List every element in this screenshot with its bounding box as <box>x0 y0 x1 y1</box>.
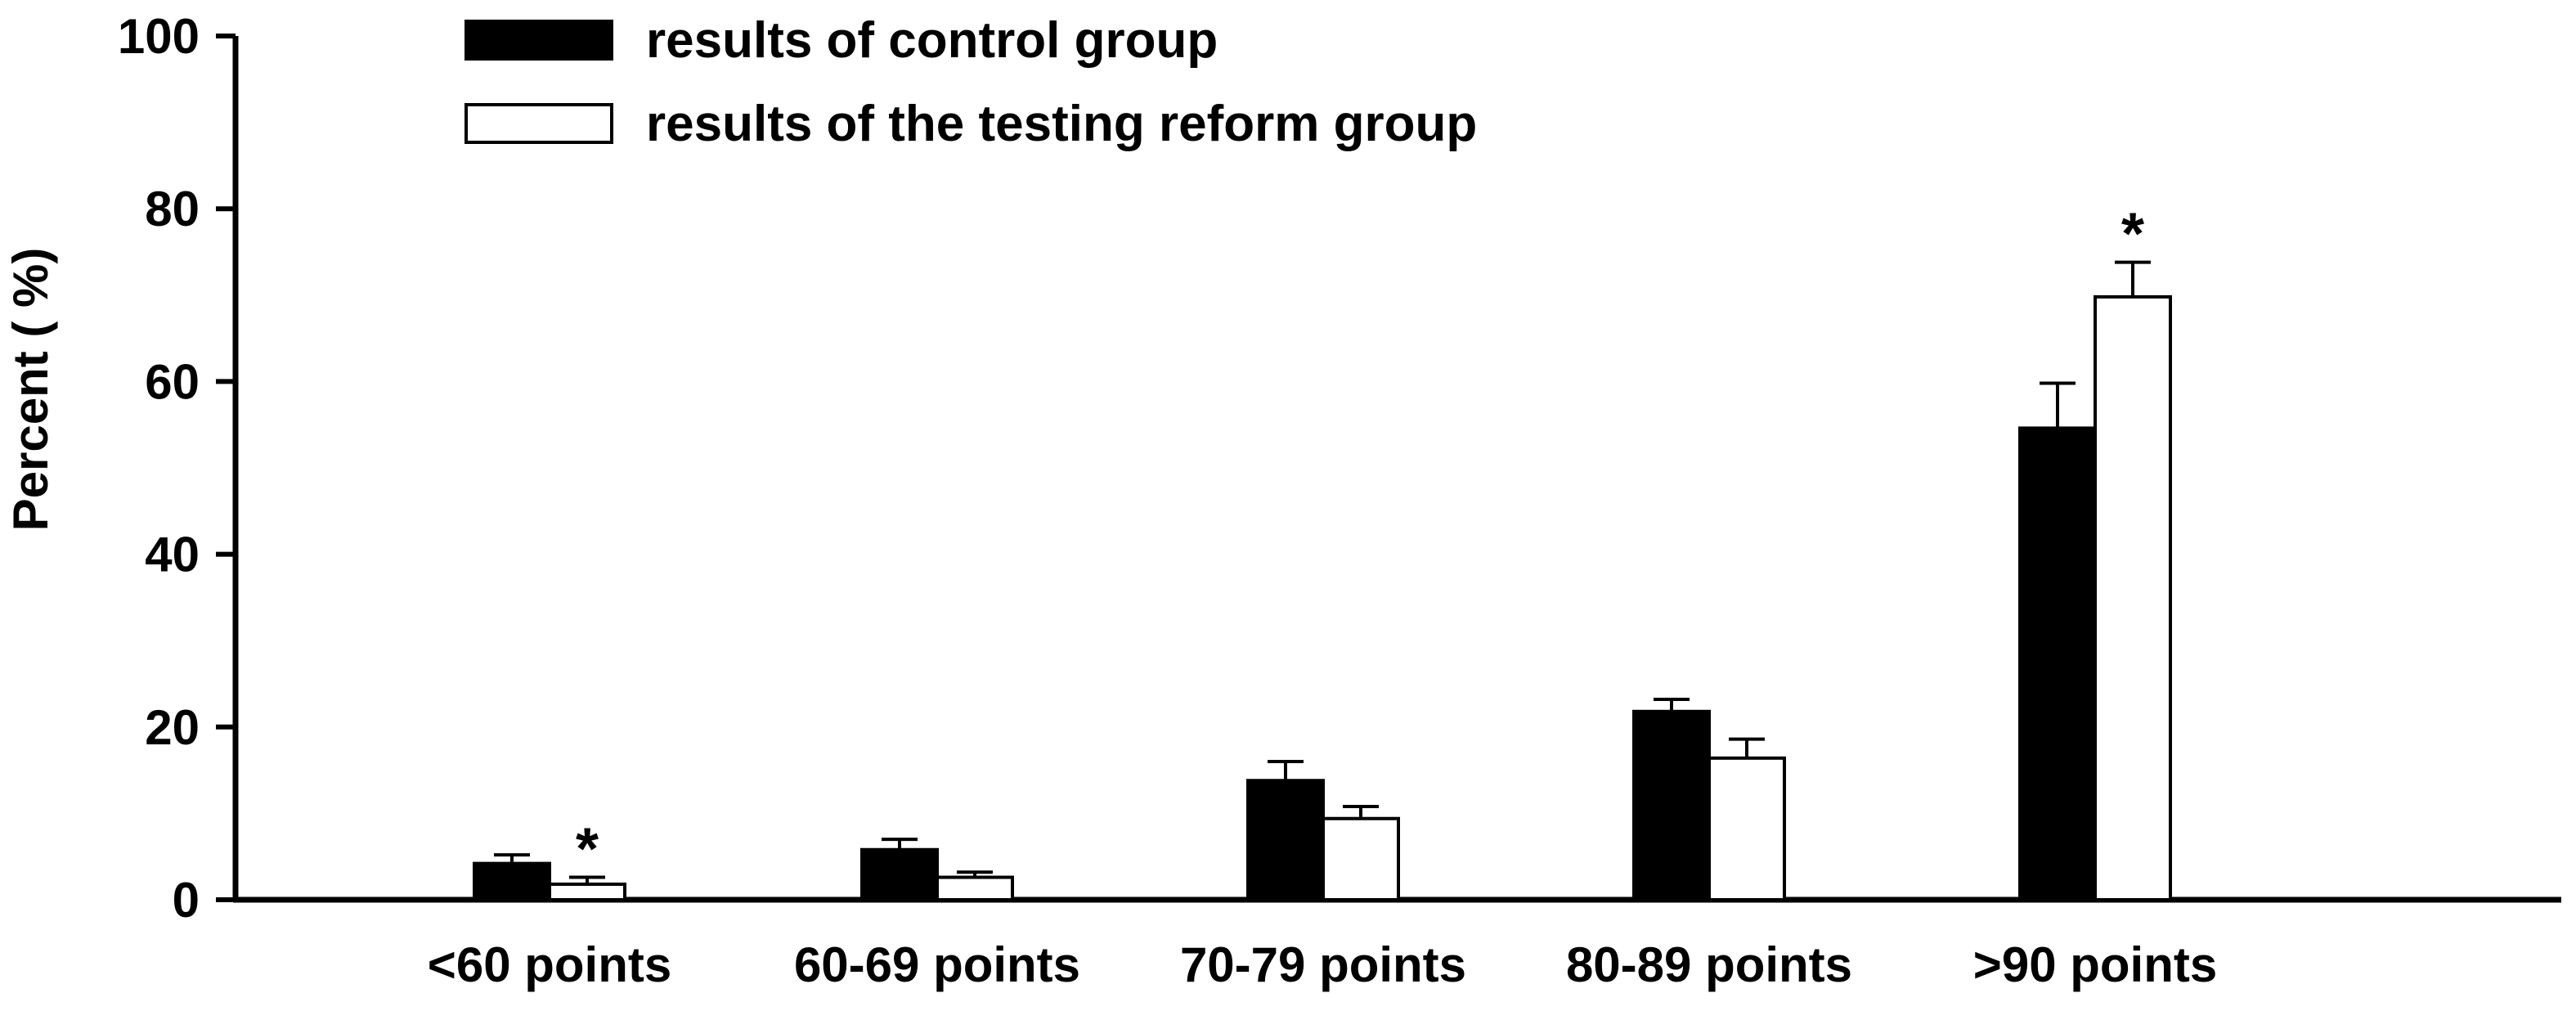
error-bars <box>494 260 2151 884</box>
y-tick-label: 100 <box>118 9 200 64</box>
y-tick-label: 80 <box>145 182 200 236</box>
bar-control <box>473 861 551 901</box>
y-axis: 0 20 40 60 80 100 <box>118 9 239 928</box>
legend-swatch <box>464 20 613 61</box>
bar-control <box>1632 709 1711 901</box>
x-tick-label: 80-89 points <box>1566 937 1852 992</box>
y-tick-label: 40 <box>145 528 200 582</box>
bar-testing-reform <box>2094 294 2172 901</box>
bar-control <box>860 847 939 901</box>
error-bar <box>882 838 918 850</box>
bar-testing-reform <box>1708 756 1786 901</box>
significance-marker: * <box>2121 202 2144 267</box>
legend-swatch <box>464 103 613 144</box>
bar-testing-reform <box>936 875 1014 901</box>
error-bar <box>2040 381 2076 429</box>
x-tick-label: <60 points <box>428 937 671 992</box>
error-bar <box>569 875 605 884</box>
y-axis-label: Percent ( %) <box>3 248 58 532</box>
error-bar <box>2115 260 2151 297</box>
y-tick-label: 20 <box>145 700 200 755</box>
bars <box>473 294 2172 902</box>
error-bar <box>494 853 530 864</box>
y-tick-label: 0 <box>173 873 200 928</box>
error-bar <box>1343 804 1379 819</box>
legend-label: results of control group <box>646 12 1218 69</box>
significance-marker: * <box>576 817 599 883</box>
x-tick-label: >90 points <box>1973 937 2217 992</box>
error-bar <box>1268 760 1304 781</box>
error-bar <box>1654 698 1690 712</box>
y-tick-label: 60 <box>145 354 200 409</box>
annotations: ** <box>576 202 2144 883</box>
legend-item-testing-reform: results of the testing reform group <box>464 96 1477 152</box>
error-bar <box>1729 737 1765 758</box>
legend-item-control: results of control group <box>464 12 1218 69</box>
legend: results of control group results of the t… <box>464 12 1477 152</box>
x-tick-label: 70-79 points <box>1180 937 1466 992</box>
x-axis: <60 points 60-69 points 70-79 points 80-89 … <box>233 896 2561 992</box>
bar-control <box>1246 779 1325 901</box>
bar-control <box>2018 426 2097 901</box>
bar-testing-reform <box>548 882 626 901</box>
bar-testing-reform <box>1322 816 1400 902</box>
error-bar <box>957 870 993 878</box>
x-tick-label: 60-69 points <box>794 937 1080 992</box>
legend-label: results of the testing reform group <box>646 96 1477 152</box>
